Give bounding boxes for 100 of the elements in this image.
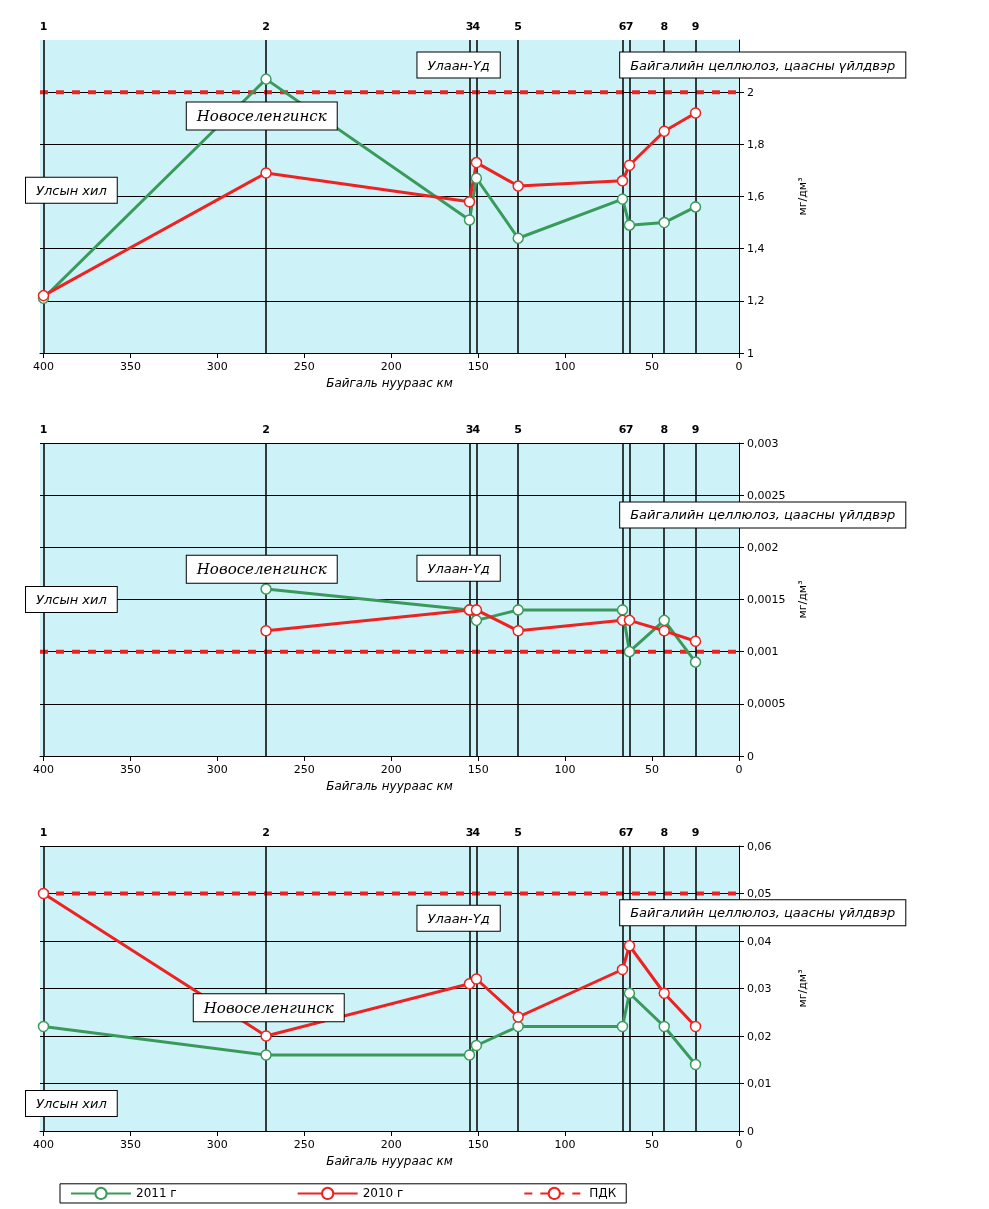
point: [689, 1058, 702, 1071]
point: [658, 1020, 670, 1033]
y-tick-label: 0,03: [747, 982, 772, 995]
x-tick-label: 400: [32, 763, 54, 776]
point: [658, 614, 670, 627]
text: 2: [262, 423, 270, 436]
y-tick-label: 0,01: [747, 1077, 772, 1090]
point: [463, 214, 476, 226]
point: [37, 1020, 50, 1033]
point: [623, 987, 636, 999]
y-axis-title: мг/дм³: [796, 969, 809, 1008]
y-tick-label: 1,6: [747, 190, 765, 203]
point: [623, 940, 636, 952]
x-axis-title: Байгаль нуураас км: [326, 1154, 453, 1168]
point: [658, 216, 670, 229]
annotation: Улсын хил: [36, 1096, 107, 1112]
point: [689, 656, 702, 668]
annotation: Новоселенгинск: [195, 107, 327, 126]
legend-label: 2010 г: [362, 1186, 404, 1201]
point: [470, 604, 483, 616]
text: 2: [262, 826, 270, 839]
text: 5: [514, 423, 522, 436]
x-tick-label: 250: [293, 360, 315, 373]
x-tick-label: 300: [206, 763, 228, 776]
text: 9: [691, 423, 700, 436]
text: 6: [618, 826, 627, 839]
y-tick-label: 0,0025: [747, 488, 786, 502]
point: [623, 614, 636, 627]
point: [616, 1020, 629, 1033]
y-tick-label: 1,8: [747, 137, 765, 151]
point: [260, 625, 272, 637]
x-tick-label: 250: [293, 763, 315, 776]
y-tick-label: 0,04: [747, 934, 772, 948]
point: [470, 973, 483, 985]
point: [260, 167, 272, 179]
y-tick-label: 1,4: [747, 242, 765, 256]
text: 8: [660, 826, 669, 839]
point: [623, 219, 636, 231]
text: 6: [618, 20, 627, 33]
y-tick-label: 0,0015: [747, 593, 786, 606]
x-tick-label: 0: [735, 1138, 743, 1151]
text: 2: [262, 20, 270, 33]
point: [512, 1011, 524, 1023]
x-tick-label: 200: [380, 1138, 402, 1151]
x-tick-label: 50: [645, 763, 660, 776]
point: [689, 201, 702, 213]
legend-label: 2011 г: [136, 1186, 177, 1201]
x-axis-title: Байгаль нуураас км: [326, 376, 453, 390]
point: [260, 1030, 272, 1042]
annotation: Улсын хил: [36, 591, 107, 607]
y-tick-label: 0,06: [747, 839, 772, 853]
point: [470, 1039, 483, 1052]
point: [616, 604, 629, 616]
x-tick-label: 300: [206, 360, 228, 373]
text: 1: [39, 423, 48, 436]
point: [37, 887, 50, 900]
x-tick-label: 0: [735, 763, 743, 776]
y-tick-label: 2: [747, 85, 754, 99]
point: [689, 107, 702, 119]
text: 7: [625, 20, 634, 33]
point: [623, 159, 636, 171]
x-axis-title: Байгаль нуураас км: [326, 779, 453, 793]
annotation: Улаан-Үд: [427, 57, 490, 73]
point: [616, 963, 629, 976]
point: [512, 232, 524, 244]
x-tick-label: 350: [119, 763, 141, 776]
text: 1: [39, 20, 48, 33]
point: [260, 73, 272, 85]
y-tick-label: 0,002: [747, 540, 779, 554]
legend-label: ПДК: [589, 1186, 617, 1201]
x-tick-label: 150: [467, 360, 489, 373]
text: 9: [691, 826, 700, 839]
y-tick-label: 1: [747, 346, 754, 360]
x-tick-label: 350: [119, 360, 141, 373]
point: [470, 614, 483, 627]
text: 8: [660, 20, 669, 33]
y-tick-label: 0,05: [747, 887, 772, 900]
point: [658, 987, 670, 999]
x-tick-label: 50: [645, 360, 660, 373]
text: 5: [514, 826, 522, 839]
text: 3: [465, 423, 474, 436]
point: [470, 156, 483, 169]
text: 7: [625, 826, 634, 839]
y-tick-label: 0,003: [747, 436, 779, 450]
y-tick-label: 1,2: [747, 294, 765, 308]
y-tick-label: 0,02: [747, 1029, 772, 1043]
x-tick-label: 200: [380, 763, 402, 776]
y-axis-title: мг/дм³: [796, 580, 809, 619]
x-tick-label: 350: [119, 1138, 141, 1151]
point: [658, 125, 670, 138]
x-tick-label: 300: [206, 1138, 228, 1151]
point: [689, 635, 702, 647]
x-tick-label: 100: [554, 1138, 576, 1151]
text: 7: [625, 423, 634, 436]
x-tick-label: 100: [554, 360, 576, 373]
text: 5: [514, 20, 522, 33]
point: [512, 180, 524, 192]
point: [512, 1020, 524, 1033]
annotation: Улаан-Үд: [427, 910, 490, 926]
point: [260, 1049, 272, 1061]
